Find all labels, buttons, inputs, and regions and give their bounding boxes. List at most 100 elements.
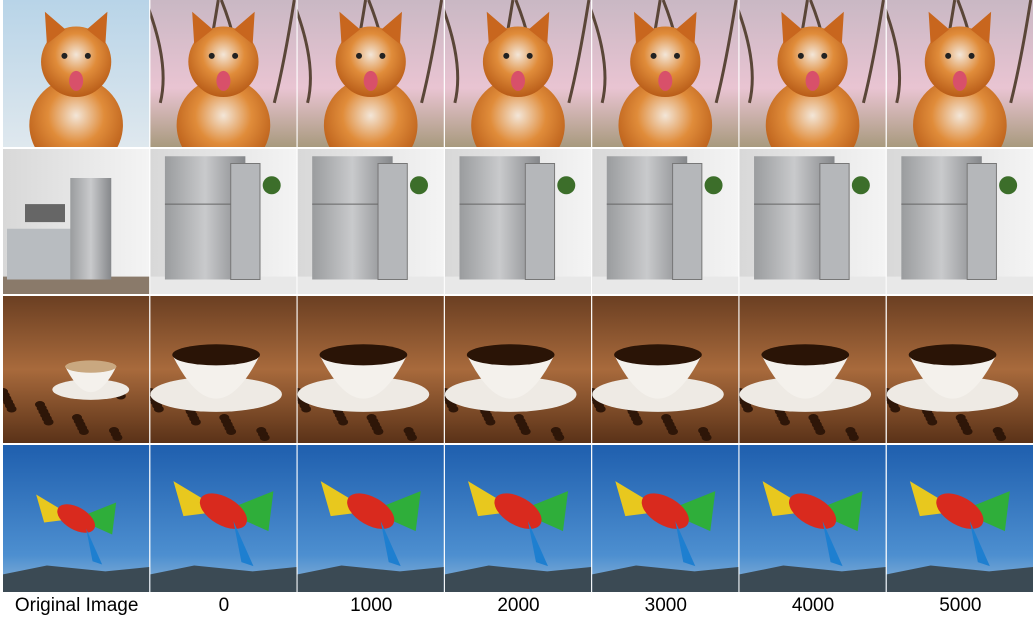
tail xyxy=(528,521,548,567)
plant xyxy=(851,176,870,195)
bean xyxy=(554,434,565,442)
floor xyxy=(150,276,297,294)
image xyxy=(150,149,297,294)
image xyxy=(297,296,444,443)
bean xyxy=(848,434,859,442)
mountains xyxy=(592,565,739,592)
dog-head xyxy=(924,26,995,98)
plant xyxy=(557,176,576,195)
bean xyxy=(632,418,643,426)
tail xyxy=(86,528,103,565)
dog-body xyxy=(323,77,418,147)
image xyxy=(444,149,592,294)
bean xyxy=(407,434,417,442)
bean xyxy=(226,428,237,436)
dog-body xyxy=(29,77,123,147)
dog-ears xyxy=(486,11,550,45)
dog-eye xyxy=(526,52,533,59)
fridge-side xyxy=(819,163,850,280)
image-cell xyxy=(739,445,886,592)
dog-eye xyxy=(208,52,215,59)
cup xyxy=(908,354,997,399)
dog-eye xyxy=(356,52,363,59)
dog-head xyxy=(188,26,259,98)
mountains xyxy=(886,565,1033,592)
plant xyxy=(409,176,428,195)
dog-ears xyxy=(634,11,697,45)
bean xyxy=(962,428,973,436)
image xyxy=(739,445,886,592)
tail xyxy=(675,521,696,567)
wing-right xyxy=(959,491,1010,532)
tail xyxy=(969,521,990,567)
bean xyxy=(190,418,201,426)
image-cell xyxy=(3,149,150,294)
fridge-side xyxy=(230,163,261,280)
bean xyxy=(112,434,123,442)
dog-tongue xyxy=(511,70,525,91)
dog-eye xyxy=(968,52,975,59)
parrot-body xyxy=(199,493,248,529)
column-label: 1000 xyxy=(350,595,392,616)
image xyxy=(297,445,444,592)
image xyxy=(739,296,886,443)
cup xyxy=(65,366,117,393)
parrot-body xyxy=(788,493,837,529)
dog-head xyxy=(41,26,112,98)
image xyxy=(592,296,739,443)
fridge xyxy=(70,178,112,280)
image xyxy=(150,0,297,147)
bean xyxy=(448,405,459,413)
coffee xyxy=(319,344,408,366)
image-cell xyxy=(592,0,739,147)
image-cell xyxy=(3,445,150,592)
image xyxy=(444,0,592,147)
image xyxy=(3,445,150,592)
coffee xyxy=(172,344,260,366)
cup xyxy=(761,354,850,399)
fridge-side xyxy=(966,163,997,280)
dog-eye xyxy=(650,52,657,59)
plant xyxy=(999,176,1018,195)
bean xyxy=(78,428,89,436)
image-cell xyxy=(444,0,592,147)
branch xyxy=(714,0,738,104)
parrot-body xyxy=(936,493,984,529)
column-label: 3000 xyxy=(645,595,687,616)
cup xyxy=(466,354,555,399)
cup xyxy=(319,354,408,399)
image-cell xyxy=(886,445,1033,592)
branch xyxy=(861,0,885,104)
branch xyxy=(272,0,296,104)
image xyxy=(739,149,886,294)
image xyxy=(444,445,592,592)
image-cell xyxy=(3,0,150,147)
parrot-body xyxy=(57,504,96,533)
dog-tongue xyxy=(216,70,231,91)
image-cell xyxy=(886,0,1033,147)
column-label: 2000 xyxy=(497,595,539,616)
bean xyxy=(701,434,712,442)
wing-right xyxy=(223,491,274,532)
dog-eye xyxy=(61,52,68,59)
image-cell xyxy=(297,296,444,443)
column-label: 5000 xyxy=(939,595,981,616)
tail xyxy=(233,521,254,567)
parrot-body xyxy=(347,493,395,529)
image xyxy=(592,0,739,147)
image xyxy=(886,149,1033,294)
bean xyxy=(301,405,312,413)
image xyxy=(3,149,150,294)
dog-body xyxy=(913,77,1007,147)
bean xyxy=(6,405,17,413)
floor xyxy=(886,276,1033,294)
dog-eye xyxy=(503,52,510,59)
image xyxy=(444,296,592,443)
bean xyxy=(520,428,531,436)
mountains xyxy=(150,565,297,592)
mountains xyxy=(297,565,444,592)
bean xyxy=(259,434,270,442)
dog-body xyxy=(176,77,271,147)
parrot-body xyxy=(641,493,689,529)
dog-eye xyxy=(945,52,952,59)
